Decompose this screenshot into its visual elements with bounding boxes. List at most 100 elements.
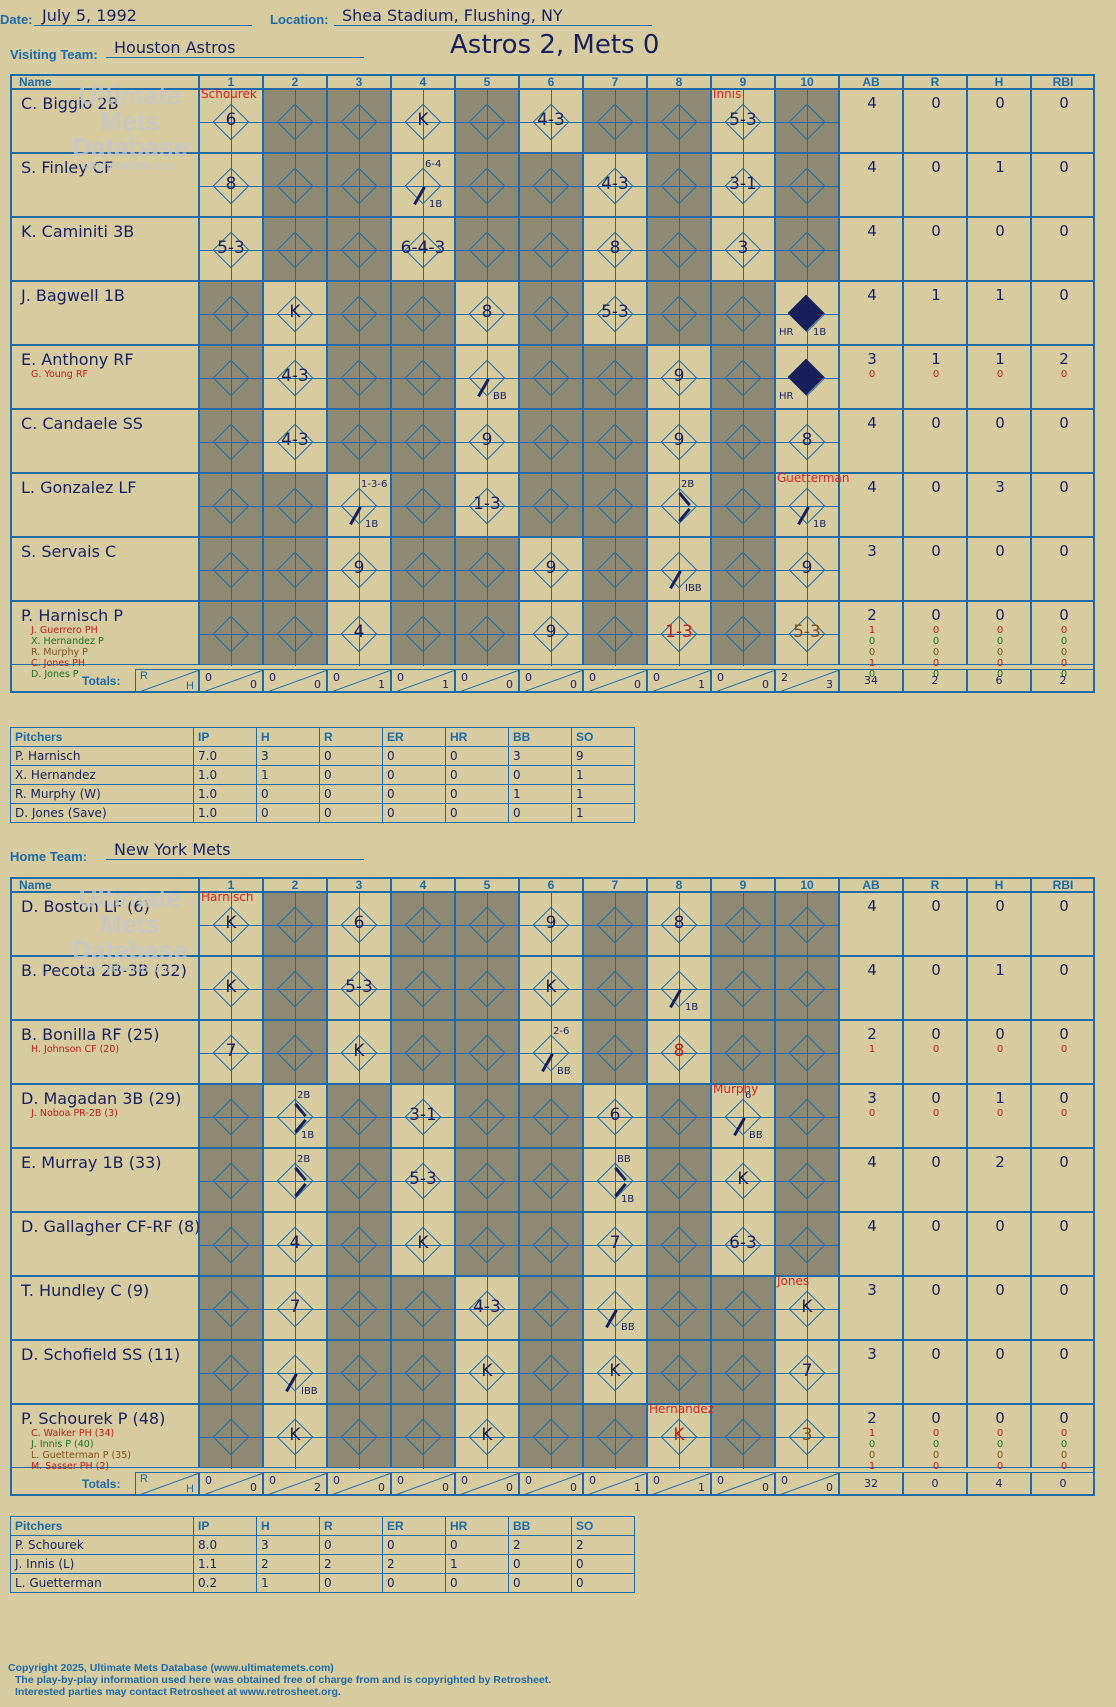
stat-total-cell: 4 [967,1472,1031,1496]
substitute-stat-value: 0 [996,1461,1004,1472]
inning-cell [263,153,328,218]
play-result: 9 [481,430,493,450]
player-name-cell: J. Bagwell 1B [10,281,199,345]
substitute-stat-value: 0 [996,1428,1004,1439]
inning-cell [455,153,520,218]
substitute-stat-value: 0 [932,1108,940,1119]
substitute-stat-value: 0 [1060,669,1068,680]
play-mark: 9 [455,409,519,473]
inning-cell [391,1404,456,1469]
location-value: Shea Stadium, Flushing, NY [334,6,652,26]
inning-cell [391,1340,456,1405]
inning-cell [647,89,712,154]
diamond-icon [532,1226,570,1264]
inning-cell [711,1340,776,1405]
diamond-icon [212,1290,250,1328]
play-mark: K [327,1020,391,1084]
inning-cell [199,1020,264,1085]
diamond-icon [340,1226,378,1264]
player-name-cell: B. Bonilla RF (25) H. Johnson CF (20) [10,1020,199,1084]
diamond-icon [660,167,698,205]
stat-cell: 0 [903,89,967,153]
play-result: K [737,1169,749,1189]
player-name: B. Bonilla RF (25) [21,1025,160,1044]
pitcher-name: R. Murphy (W) [10,784,194,804]
stat-value: 0 [1059,1345,1069,1363]
stat-value: 4 [867,222,877,240]
baseline-horizontal [456,1437,520,1438]
stat-value: 0 [1059,961,1069,979]
inning-cell [199,892,264,957]
stat-value: 0 [1059,478,1069,496]
player-name: D. Gallagher CF-RF (8) [21,1217,201,1236]
substitute-stat-value: 0 [1060,1461,1068,1472]
substitute-stat-value: 0 [996,625,1004,636]
inning-hits: 0 [634,678,641,691]
baseline-horizontal [584,314,648,315]
baseline-horizontal [392,1245,456,1246]
column-header-stat: RBI [1031,877,1095,892]
player-name-cell: D. Magadan 3B (29) J. Noboa PR-2B (3) [10,1084,199,1148]
play-mark: 1B [647,956,711,1020]
baseline-horizontal [584,186,648,187]
inning-cell [519,892,584,957]
substitute-stat-value: 0 [1060,658,1068,669]
inning-cell [391,956,456,1021]
inning-cell [391,89,456,154]
player-name-cell: L. Gonzalez LF [10,473,199,537]
inning-hits: 1 [698,1481,705,1494]
totals-label: Totals: [82,1477,121,1491]
diamond-icon [660,1354,698,1392]
play-mark: 7 [199,1020,263,1084]
play-mark: 3-1 [711,153,775,217]
baseline-horizontal [776,1373,840,1374]
diamond-icon [340,1162,378,1200]
inning-cell [391,473,456,538]
inning-cell [647,1340,712,1405]
stat-total-cell: 34 [839,669,903,693]
inning-hits: 0 [250,678,257,691]
stat-value: 1 [995,350,1005,368]
inning-cell [199,1148,264,1213]
inning-runs: 0 [269,671,276,684]
baseline-horizontal [392,634,456,635]
substitute-name: J. Guerrero PH [31,625,98,636]
footer-copyright: Copyright 2025, Ultimate Mets Database (… [8,1662,334,1674]
baseline-horizontal [456,634,520,635]
stat-total-cell: 2 [903,669,967,693]
stat-cell: 0 [1031,1148,1095,1212]
inning-hits: 0 [442,1481,449,1494]
column-header-inning: 8 [647,74,711,89]
baseline-horizontal [776,442,840,443]
inning-cell [391,345,456,410]
diamond-icon [340,1418,378,1456]
play-result: 7 [609,1233,621,1253]
baseline-horizontal [648,1245,712,1246]
footer-retrosheet: The play-by-play information used here w… [15,1674,552,1686]
inning-cell [775,1020,840,1085]
inning-cell [327,1020,392,1085]
baseline-horizontal [392,442,456,443]
pitcher-stat: 0 [256,784,320,804]
play-mark: K Hernandez [647,1402,714,1468]
inning-runs: 0 [397,1474,404,1487]
inning-cell [519,473,584,538]
baseline-horizontal [456,186,520,187]
play-mark: 5-3 Innis [711,87,775,153]
play-mark: 6 BB Murphy [711,1082,775,1148]
column-header-inning: 4 [391,74,455,89]
pitcher-stat: 2 [382,1554,446,1574]
inning-cell [327,1404,392,1469]
stat-value: 0 [1059,1409,1069,1427]
stat-value: 0 [1059,286,1069,304]
substitute-stat-value: 0 [1060,636,1068,647]
substitute-stat-value: 1 [868,1428,876,1439]
baseline-horizontal [584,1373,648,1374]
pitcher-stat: 0 [508,1573,572,1593]
player-name-cell: T. Hundley C (9) [10,1276,199,1340]
baseline-horizontal [520,378,584,379]
substitute-stat-value: 0 [932,636,940,647]
